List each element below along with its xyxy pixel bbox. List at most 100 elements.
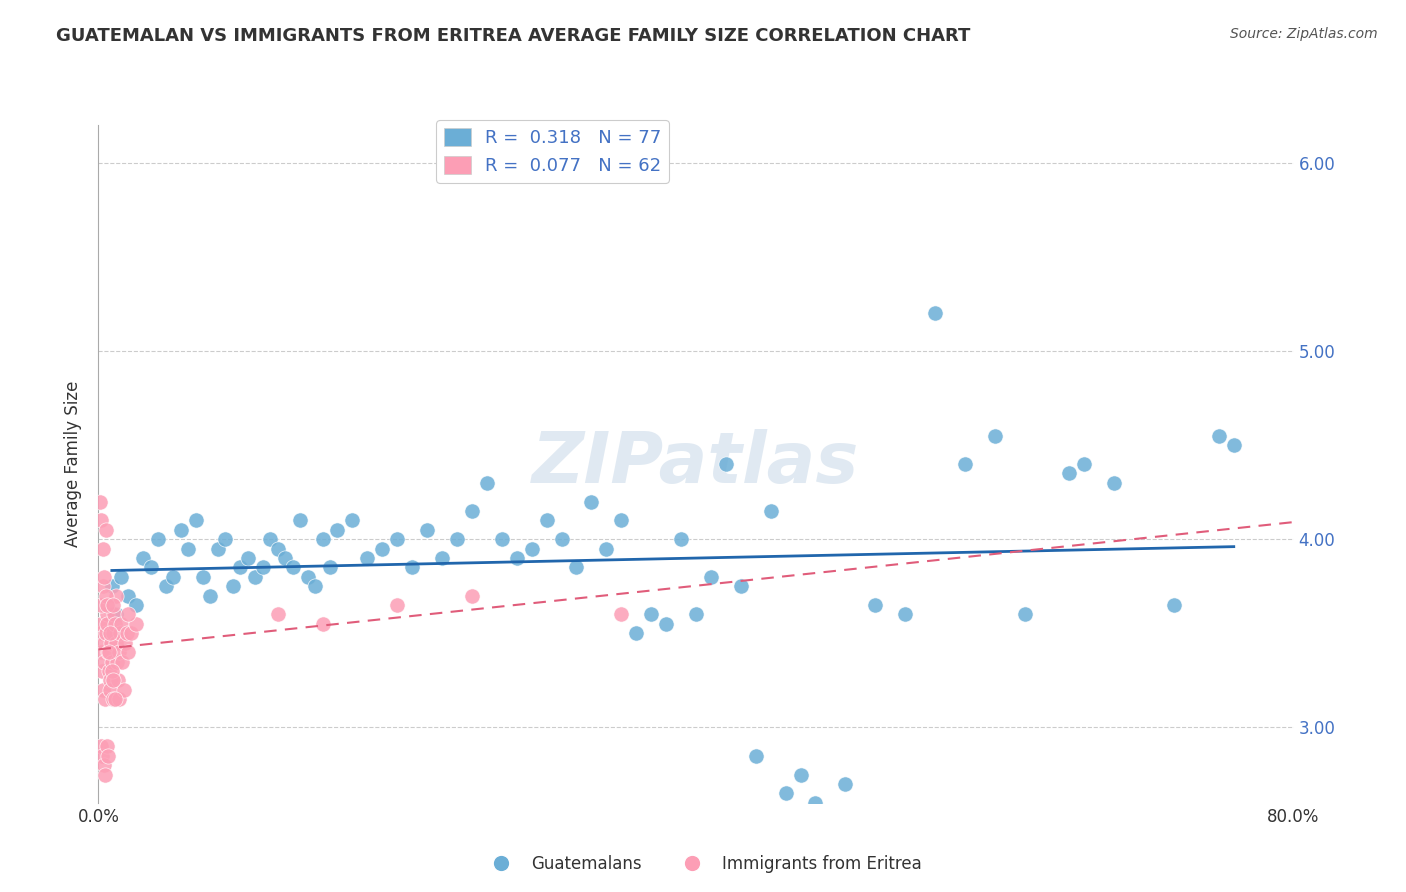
Point: [214, 532, 236, 546]
Point: [789, 767, 811, 781]
Point: [834, 777, 856, 791]
Point: [90, 616, 112, 631]
Point: [1222, 438, 1246, 452]
Point: [114, 636, 136, 650]
Point: [111, 655, 134, 669]
Y-axis label: Average Family Size: Average Family Size: [65, 381, 83, 547]
Point: [96, 598, 118, 612]
Point: [385, 532, 409, 546]
Point: [125, 616, 148, 631]
Point: [506, 551, 529, 566]
Point: [626, 626, 648, 640]
Point: [207, 541, 229, 556]
Point: [595, 541, 617, 556]
Point: [475, 475, 498, 490]
Point: [461, 589, 484, 603]
Text: Source: ZipAtlas.com: Source: ZipAtlas.com: [1230, 27, 1378, 41]
Point: [108, 645, 131, 659]
Point: [640, 607, 662, 622]
Point: [91, 682, 114, 697]
Text: ZIPatlas: ZIPatlas: [533, 429, 859, 499]
Point: [311, 616, 333, 631]
Point: [1102, 475, 1125, 490]
Point: [103, 598, 125, 612]
Point: [90, 513, 112, 527]
Point: [91, 664, 114, 678]
Point: [536, 513, 558, 527]
Point: [117, 607, 139, 622]
Point: [97, 748, 120, 763]
Point: [120, 626, 142, 640]
Point: [100, 626, 122, 640]
Point: [319, 560, 342, 574]
Point: [101, 692, 124, 706]
Legend: Guatemalans, Immigrants from Eritrea: Guatemalans, Immigrants from Eritrea: [478, 848, 928, 880]
Point: [110, 570, 132, 584]
Point: [184, 513, 207, 527]
Point: [90, 598, 112, 612]
Point: [252, 560, 274, 574]
Point: [229, 560, 252, 574]
Point: [101, 579, 124, 593]
Point: [94, 589, 117, 603]
Point: [115, 626, 138, 640]
Point: [274, 551, 297, 566]
Point: [97, 645, 120, 659]
Point: [267, 607, 290, 622]
Point: [416, 523, 439, 537]
Text: GUATEMALAN VS IMMIGRANTS FROM ERITREA AVERAGE FAMILY SIZE CORRELATION CHART: GUATEMALAN VS IMMIGRANTS FROM ERITREA AV…: [56, 27, 970, 45]
Point: [104, 589, 127, 603]
Point: [259, 532, 281, 546]
Point: [401, 560, 423, 574]
Point: [125, 598, 148, 612]
Point: [1208, 428, 1230, 442]
Point: [117, 645, 139, 659]
Point: [105, 607, 128, 622]
Point: [1163, 598, 1185, 612]
Point: [371, 541, 394, 556]
Point: [107, 673, 129, 688]
Point: [685, 607, 707, 622]
Point: [863, 598, 887, 612]
Point: [110, 616, 132, 631]
Point: [297, 570, 319, 584]
Point: [655, 616, 678, 631]
Point: [550, 532, 572, 546]
Point: [89, 494, 111, 508]
Point: [94, 626, 117, 640]
Point: [104, 692, 127, 706]
Point: [236, 551, 259, 566]
Point: [90, 645, 112, 659]
Point: [112, 682, 135, 697]
Point: [96, 616, 118, 631]
Point: [304, 579, 326, 593]
Point: [103, 673, 125, 688]
Point: [385, 598, 409, 612]
Point: [775, 786, 797, 800]
Point: [132, 551, 155, 566]
Point: [745, 748, 768, 763]
Point: [91, 541, 114, 556]
Point: [565, 560, 588, 574]
Point: [491, 532, 513, 546]
Point: [804, 796, 827, 810]
Point: [894, 607, 917, 622]
Point: [148, 532, 170, 546]
Point: [714, 457, 737, 471]
Point: [100, 682, 122, 697]
Point: [430, 551, 453, 566]
Point: [93, 655, 115, 669]
Point: [222, 579, 245, 593]
Point: [94, 767, 117, 781]
Point: [90, 739, 112, 754]
Point: [326, 523, 349, 537]
Point: [245, 570, 267, 584]
Point: [759, 504, 782, 518]
Point: [610, 513, 633, 527]
Point: [520, 541, 543, 556]
Point: [101, 664, 124, 678]
Point: [191, 570, 214, 584]
Point: [91, 579, 114, 593]
Point: [461, 504, 484, 518]
Point: [984, 428, 1007, 442]
